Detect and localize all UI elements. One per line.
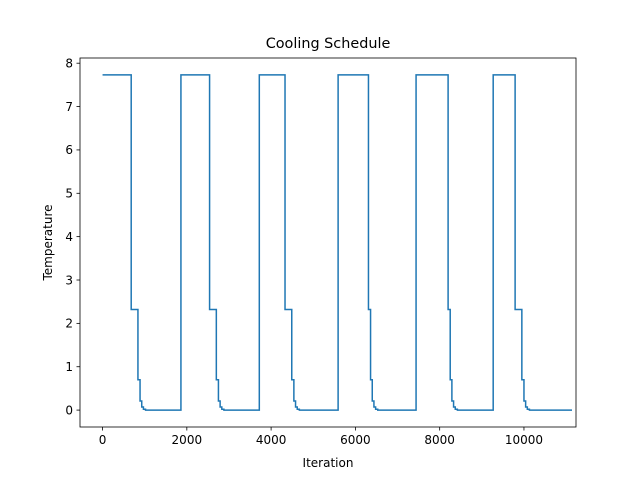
- x-tick-label: 6000: [340, 433, 371, 447]
- x-tick-label: 4000: [256, 433, 287, 447]
- temperature-series-line: [102, 74, 572, 411]
- y-tick-label: 6: [65, 143, 73, 157]
- series-layer: [102, 74, 572, 411]
- plot-area: [80, 58, 576, 427]
- x-axis-ticks: 0 2000 4000 6000 8000 10000: [99, 427, 543, 447]
- y-tick-label: 3: [65, 273, 73, 287]
- y-tick-label: 8: [65, 57, 73, 71]
- y-tick-label: 1: [65, 360, 73, 374]
- y-tick-label: 2: [65, 317, 73, 331]
- x-axis-label: Iteration: [303, 456, 354, 470]
- y-axis-ticks: 0 1 2 3 4 5 6 7 8: [65, 57, 80, 417]
- x-tick-label: 0: [99, 433, 107, 447]
- chart-title: Cooling Schedule: [266, 36, 391, 52]
- x-tick-label: 2000: [172, 433, 203, 447]
- y-axis-label: Temperature: [41, 204, 55, 281]
- x-tick-label: 10000: [505, 433, 543, 447]
- y-tick-label: 5: [65, 187, 73, 201]
- y-tick-label: 4: [65, 230, 73, 244]
- x-tick-label: 8000: [424, 433, 455, 447]
- y-tick-label: 7: [65, 100, 73, 114]
- y-tick-label: 0: [65, 403, 73, 417]
- plot-frame: [79, 57, 577, 428]
